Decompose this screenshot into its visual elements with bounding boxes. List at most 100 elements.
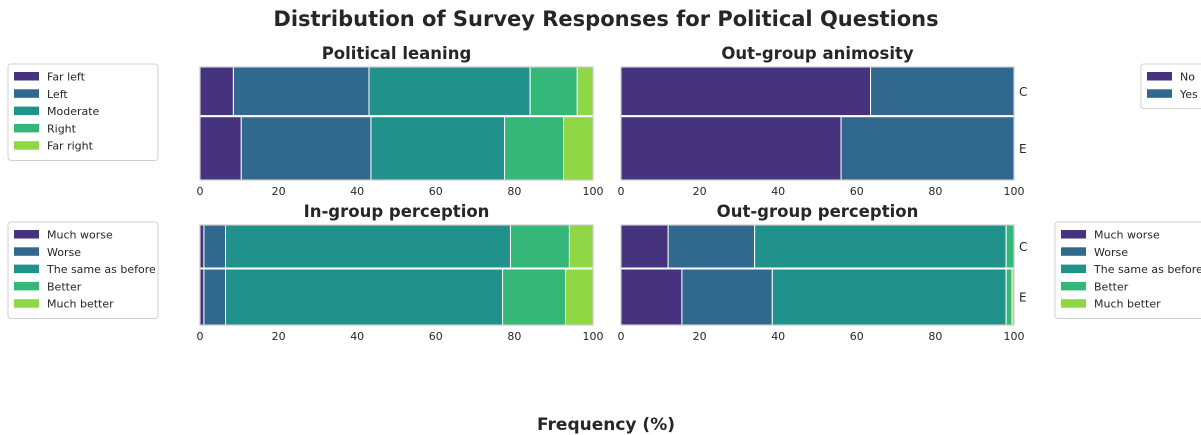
legend-swatch — [14, 106, 39, 116]
legend-swatch — [14, 281, 39, 291]
axes-frame — [620, 66, 1015, 181]
x-tick-label: 40 — [350, 185, 364, 198]
bar-segment — [564, 268, 594, 326]
legend-swatch — [14, 264, 39, 274]
bar-segment — [240, 116, 372, 181]
panel-title: Out-group perception — [717, 202, 919, 221]
bar-segment — [870, 66, 1015, 117]
bar-segment — [667, 224, 756, 269]
legend-swatch — [14, 230, 39, 239]
bar-segment — [203, 268, 227, 326]
legend: Far left Left Moderate Right Far right — [7, 63, 159, 161]
legend-label: Much worse — [47, 229, 113, 242]
bar-segment — [620, 224, 669, 269]
bar-segment — [502, 268, 566, 326]
axes-frame — [199, 66, 594, 181]
legend-label: Right — [47, 122, 77, 135]
legend-swatch — [1147, 72, 1172, 81]
bar-segment — [771, 268, 1007, 326]
legend: No Yes — [1140, 63, 1201, 110]
legend-label: Much better — [47, 298, 114, 311]
legend-swatch — [14, 123, 39, 133]
x-tick-label: 60 — [429, 330, 443, 343]
bar-segment — [681, 268, 773, 326]
x-tick-label: 100 — [583, 330, 604, 343]
x-tick-label: 60 — [429, 185, 443, 198]
bar-segment — [225, 268, 504, 326]
legend-label: The same as before — [46, 263, 156, 276]
panel-title: Out-group animosity — [721, 44, 914, 63]
legend-swatch — [1061, 281, 1086, 291]
legend-swatch — [14, 299, 39, 308]
legend-frame — [7, 221, 159, 319]
bar-segment — [1005, 268, 1013, 326]
legend-label: Worse — [1094, 246, 1128, 259]
x-tick-label: 100 — [1004, 185, 1025, 198]
legend: Much worse Worse The same as before Better M… — [1054, 221, 1201, 319]
panel-1: Political leaning 0 20 40 60 80 100 Far left Lef… — [7, 44, 604, 198]
panel-title: In-group perception — [304, 202, 490, 221]
legend-label: Moderate — [47, 105, 100, 118]
x-tick-label: 20 — [693, 185, 707, 198]
legend: Much worse Worse The same as before Better M… — [7, 221, 159, 319]
x-axis-label: Frequency (%) — [537, 415, 675, 435]
chart-panels: Political leaning 0 20 40 60 80 100 Far left Lef… — [7, 44, 1201, 343]
x-tick-label: 100 — [583, 185, 604, 198]
bar-segment — [509, 224, 570, 269]
x-tick-label: 0 — [197, 185, 204, 198]
legend-label: Much better — [1094, 298, 1161, 311]
legend-label: Worse — [47, 246, 81, 259]
legend-label: Much worse — [1094, 229, 1160, 242]
legend-swatch — [1061, 230, 1086, 239]
x-tick-label: 0 — [618, 330, 625, 343]
legend-label: Better — [47, 280, 82, 293]
legend-label: Far right — [47, 140, 94, 153]
bar-segment — [504, 116, 565, 181]
bar-segment — [232, 66, 370, 117]
bar-segment — [225, 224, 511, 269]
bar-segment — [563, 116, 594, 181]
bar-segment — [368, 66, 531, 117]
x-tick-label: 20 — [272, 185, 286, 198]
x-tick-label: 80 — [928, 330, 942, 343]
panel-title: Political leaning — [322, 44, 472, 63]
legend-frame — [7, 63, 159, 161]
panel-3: In-group perception 0 20 40 60 80 100 Much wors… — [7, 202, 604, 343]
x-tick-label: 100 — [1004, 330, 1025, 343]
x-tick-label: 0 — [618, 185, 625, 198]
legend-label: Far left — [47, 71, 86, 84]
bar-segment — [620, 116, 842, 181]
panel-4: Out-group perception C E 0 20 40 60 80 100 Much w… — [618, 202, 1201, 343]
bar-segment — [529, 66, 578, 117]
x-tick-label: 40 — [771, 330, 785, 343]
x-tick-label: 60 — [850, 185, 864, 198]
legend-swatch — [14, 72, 39, 81]
bar-segment — [199, 116, 242, 181]
bar-segment — [370, 116, 506, 181]
x-tick-label: 80 — [507, 330, 521, 343]
legend-swatch — [14, 89, 39, 98]
bar-segment — [203, 224, 227, 269]
bar-segment — [199, 66, 234, 117]
legend-frame — [1054, 221, 1201, 319]
legend-label: Left — [47, 88, 68, 101]
x-tick-label: 80 — [928, 185, 942, 198]
x-tick-label: 80 — [507, 185, 521, 198]
legend-swatch — [14, 247, 39, 256]
panel-2: Out-group animosity C E 0 20 40 60 80 100 No Yes — [618, 44, 1201, 198]
x-tick-label: 20 — [272, 330, 286, 343]
legend-swatch — [1061, 299, 1086, 308]
legend-swatch — [1061, 264, 1086, 274]
legend-label: Better — [1094, 280, 1129, 293]
x-tick-label: 40 — [771, 185, 785, 198]
x-tick-label: 0 — [197, 330, 204, 343]
legend-label: No — [1180, 71, 1195, 84]
legend-swatch — [1147, 89, 1172, 98]
bar-segment — [840, 116, 1015, 181]
legend-swatch — [14, 141, 39, 150]
bar-segment — [568, 224, 594, 269]
legend-label: The same as before — [1093, 263, 1201, 276]
x-tick-label: 60 — [850, 330, 864, 343]
axes-frame — [620, 224, 1015, 326]
